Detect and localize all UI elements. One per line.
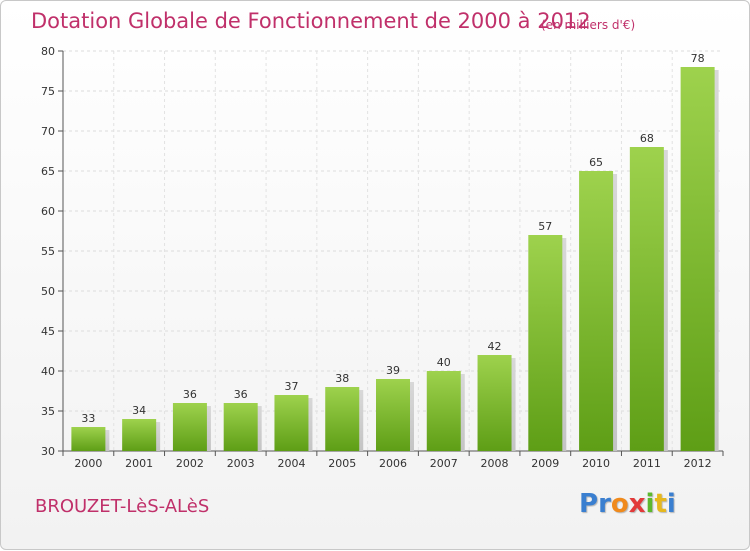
bar bbox=[477, 355, 512, 451]
bar bbox=[579, 171, 614, 451]
bar-value-label: 42 bbox=[488, 340, 502, 353]
y-tick-label: 55 bbox=[41, 245, 55, 258]
bar-value-label: 36 bbox=[234, 388, 248, 401]
bar-value-label: 57 bbox=[538, 220, 552, 233]
bar bbox=[223, 403, 258, 451]
commune-name: BROUZET-LèS-ALèS bbox=[35, 496, 210, 517]
bar-value-label: 78 bbox=[691, 52, 705, 65]
x-tick-label: 2003 bbox=[227, 457, 255, 470]
x-tick-label: 2004 bbox=[277, 457, 305, 470]
x-tick-label: 2001 bbox=[125, 457, 153, 470]
x-tick-label: 2005 bbox=[328, 457, 356, 470]
logo-letter: i bbox=[666, 489, 676, 519]
chart-subtitle: (en milliers d'€) bbox=[541, 18, 636, 32]
logo-letter: P bbox=[579, 489, 599, 519]
x-tick-label: 2009 bbox=[531, 457, 559, 470]
y-tick-label: 65 bbox=[41, 165, 55, 178]
proxiti-logo: Proxiti bbox=[579, 489, 676, 519]
chart-title: Dotation Globale de Fonctionnement de 20… bbox=[31, 9, 591, 33]
logo-letter: o bbox=[610, 489, 629, 519]
bar bbox=[629, 147, 664, 451]
bar bbox=[426, 371, 461, 451]
bar bbox=[528, 235, 563, 451]
labels: 33 2000 34 2001 36 2002 36 2003 37 2004 38 2005 39 20… bbox=[74, 52, 711, 470]
bar bbox=[325, 387, 360, 451]
bar bbox=[274, 395, 309, 451]
x-tick-label: 2008 bbox=[481, 457, 509, 470]
y-tick-label: 70 bbox=[41, 125, 55, 138]
x-tick-label: 2006 bbox=[379, 457, 407, 470]
y-tick-label: 45 bbox=[41, 325, 55, 338]
logo-letter: t bbox=[654, 489, 667, 519]
bar-value-label: 34 bbox=[132, 404, 146, 417]
bars bbox=[71, 67, 719, 451]
y-tick-label: 35 bbox=[41, 405, 55, 418]
y-tick-label: 80 bbox=[41, 45, 55, 58]
y-tick-label: 75 bbox=[41, 85, 55, 98]
logo-letter: x bbox=[628, 489, 646, 519]
y-tick-label: 40 bbox=[41, 365, 55, 378]
bar-value-label: 36 bbox=[183, 388, 197, 401]
bar bbox=[122, 419, 157, 451]
y-tick-label: 50 bbox=[41, 285, 55, 298]
logo-letter: i bbox=[645, 489, 655, 519]
x-tick-label: 2007 bbox=[430, 457, 458, 470]
bar-value-label: 37 bbox=[284, 380, 298, 393]
x-tick-label: 2002 bbox=[176, 457, 204, 470]
bar bbox=[172, 403, 207, 451]
bar-value-label: 38 bbox=[335, 372, 349, 385]
x-tick-label: 2000 bbox=[74, 457, 102, 470]
bar bbox=[376, 379, 410, 451]
y-tick-label: 60 bbox=[41, 205, 55, 218]
bar bbox=[71, 427, 106, 451]
bar-value-label: 65 bbox=[589, 156, 603, 169]
bar-value-label: 33 bbox=[81, 412, 95, 425]
bar bbox=[680, 67, 715, 451]
bar-value-label: 40 bbox=[437, 356, 451, 369]
bar-value-label: 68 bbox=[640, 132, 654, 145]
bar-value-label: 39 bbox=[386, 364, 400, 377]
x-tick-label: 2010 bbox=[582, 457, 610, 470]
logo-letter: r bbox=[598, 489, 611, 519]
x-tick-label: 2011 bbox=[633, 457, 661, 470]
x-tick-label: 2012 bbox=[684, 457, 712, 470]
y-tick-label: 30 bbox=[41, 445, 55, 458]
